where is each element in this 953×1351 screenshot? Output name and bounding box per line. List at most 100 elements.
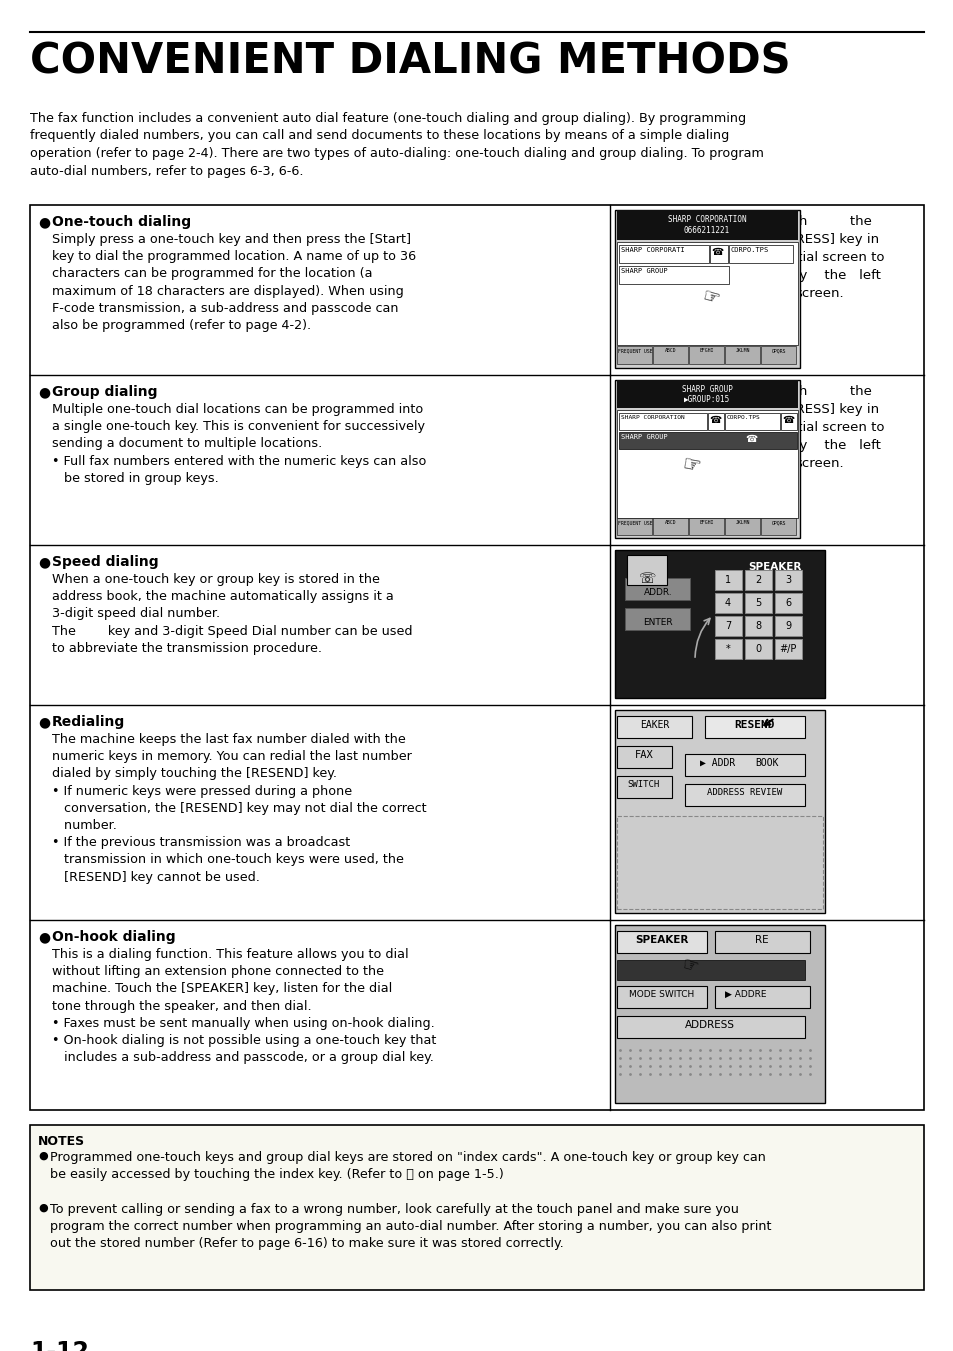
Text: 4: 4: [724, 598, 730, 608]
Text: MODE SWITCH: MODE SWITCH: [629, 990, 694, 998]
Text: JKLMN: JKLMN: [735, 520, 749, 526]
Bar: [618, 266, 728, 284]
Text: Simply press a one-touch key and then press the [Start]
key to dial the programm: Simply press a one-touch key and then pr…: [52, 232, 416, 332]
Text: ●: ●: [38, 1202, 48, 1213]
Bar: [617, 242, 797, 345]
Text: Multiple one-touch dial locations can be programmed into
a single one-touch key.: Multiple one-touch dial locations can be…: [52, 403, 426, 485]
Bar: [760, 346, 795, 363]
Text: ●: ●: [38, 385, 51, 399]
Text: Group dialing: Group dialing: [52, 385, 157, 399]
Text: 3: 3: [784, 576, 790, 585]
Bar: [652, 517, 687, 535]
Text: CORPO.TPS: CORPO.TPS: [726, 415, 760, 420]
Bar: [684, 754, 804, 775]
Bar: [774, 570, 801, 590]
Text: When a one-touch key or group key is stored in the
address book, the machine aut: When a one-touch key or group key is sto…: [52, 573, 412, 655]
Bar: [618, 432, 796, 449]
Bar: [615, 711, 824, 913]
Bar: [744, 593, 771, 613]
Bar: [652, 346, 687, 363]
Bar: [615, 925, 824, 1102]
Text: SPEAKER: SPEAKER: [635, 935, 688, 944]
Text: SHARP CORPORATION: SHARP CORPORATION: [667, 215, 745, 224]
Text: ●: ●: [38, 555, 51, 569]
Text: RE: RE: [755, 935, 768, 944]
Bar: [781, 413, 796, 430]
Bar: [760, 517, 795, 535]
Bar: [617, 816, 822, 909]
Bar: [704, 716, 804, 738]
Text: The machine keeps the last fax number dialed with the
numeric keys in memory. Yo: The machine keeps the last fax number di…: [52, 734, 426, 884]
Text: *: *: [725, 644, 730, 654]
Bar: [714, 593, 741, 613]
Bar: [30, 205, 923, 1111]
Text: Programmed one-touch keys and group dial keys are stored on "index cards". A one: Programmed one-touch keys and group dial…: [50, 1151, 765, 1181]
Bar: [617, 746, 671, 767]
Bar: [624, 608, 689, 630]
Bar: [617, 986, 706, 1008]
Text: ☎: ☎: [781, 415, 793, 426]
Text: ▶GROUP:015: ▶GROUP:015: [683, 394, 729, 404]
Bar: [707, 413, 723, 430]
Text: ☞: ☞: [700, 286, 721, 309]
Bar: [714, 616, 741, 636]
Text: FAX: FAX: [634, 750, 653, 761]
Text: Speed dialing: Speed dialing: [52, 555, 158, 569]
Text: ☎: ☎: [744, 434, 757, 444]
Bar: [615, 380, 800, 538]
Text: SWITCH: SWITCH: [627, 780, 659, 789]
Text: ☎: ☎: [710, 247, 722, 257]
Text: CONVENIENT DIALING METHODS: CONVENIENT DIALING METHODS: [30, 41, 790, 82]
Text: SHARP GROUP: SHARP GROUP: [620, 434, 667, 440]
Text: SHARP CORPORATION: SHARP CORPORATION: [620, 415, 684, 420]
Bar: [618, 413, 706, 430]
Bar: [709, 245, 727, 263]
Bar: [688, 346, 723, 363]
Text: SHARP GROUP: SHARP GROUP: [620, 267, 667, 274]
Text: 1: 1: [724, 576, 730, 585]
Text: ADDRESS REVIEW: ADDRESS REVIEW: [706, 788, 781, 797]
Text: EFGHI: EFGHI: [700, 349, 714, 353]
Bar: [774, 639, 801, 659]
Text: SPEAKER: SPEAKER: [747, 562, 801, 571]
Text: SHARP CORPORATI: SHARP CORPORATI: [620, 247, 684, 253]
Text: ☞: ☞: [679, 454, 701, 477]
Text: To prevent calling or sending a fax to a wrong number, look carefully at the tou: To prevent calling or sending a fax to a…: [50, 1202, 771, 1251]
Bar: [617, 931, 706, 952]
Text: ENTER: ENTER: [642, 617, 672, 627]
Text: Touch          the
[ADDRESS] key in
the initial screen to
display    the   left
: Touch the [ADDRESS] key in the initial s…: [755, 215, 883, 300]
Bar: [617, 209, 797, 240]
Text: ▶ ADDR: ▶ ADDR: [700, 758, 735, 767]
Text: ABCD: ABCD: [664, 349, 676, 353]
Bar: [615, 550, 824, 698]
Text: 7: 7: [724, 621, 730, 631]
Bar: [617, 961, 804, 979]
Bar: [714, 570, 741, 590]
Text: The fax function includes a convenient auto dial feature (one-touch dialing and : The fax function includes a convenient a…: [30, 112, 763, 177]
Bar: [774, 593, 801, 613]
Bar: [624, 578, 689, 600]
Bar: [30, 1125, 923, 1290]
Text: 1-12: 1-12: [30, 1340, 89, 1351]
Bar: [724, 517, 760, 535]
Text: FREQUENT USE: FREQUENT USE: [618, 520, 652, 526]
Text: ▶ ADDRE: ▶ ADDRE: [724, 990, 765, 998]
Text: ●: ●: [38, 215, 51, 230]
Bar: [615, 209, 800, 367]
Text: EAKER: EAKER: [639, 720, 669, 730]
Text: NOTES: NOTES: [38, 1135, 85, 1148]
Bar: [714, 931, 809, 952]
Text: Touch          the
[ADDRESS] key in
the initial screen to
display    the   left
: Touch the [ADDRESS] key in the initial s…: [755, 385, 883, 470]
Text: 0: 0: [754, 644, 760, 654]
Bar: [617, 517, 651, 535]
Text: Redialing: Redialing: [52, 715, 125, 730]
Bar: [714, 986, 809, 1008]
Text: ADDR.: ADDR.: [643, 588, 672, 597]
Bar: [714, 639, 741, 659]
Text: EFGHI: EFGHI: [700, 520, 714, 526]
Bar: [684, 784, 804, 807]
Text: On-hook dialing: On-hook dialing: [52, 929, 175, 944]
Bar: [774, 616, 801, 636]
Bar: [744, 616, 771, 636]
Text: ●: ●: [38, 1151, 48, 1161]
